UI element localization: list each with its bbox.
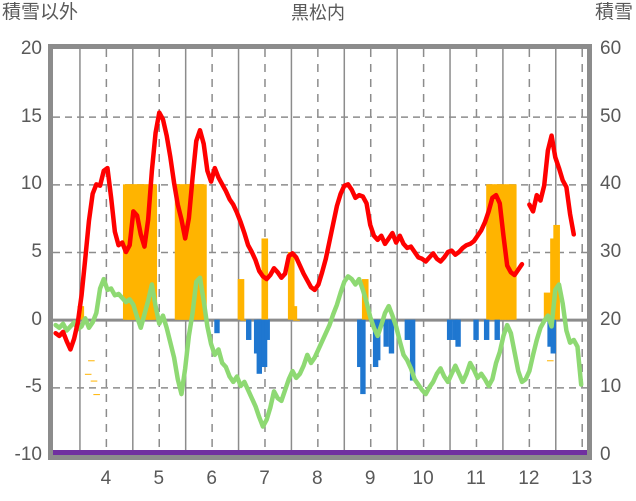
bottom-tick-4: 4 xyxy=(100,468,112,489)
right-tick-60: 60 xyxy=(600,38,622,59)
right-tick-0: 0 xyxy=(600,444,611,465)
plot-area xyxy=(48,44,592,460)
bottom-tick-10: 10 xyxy=(412,468,434,489)
bottom-tick-11: 11 xyxy=(466,468,486,489)
left-tick-15: 15 xyxy=(20,105,42,127)
bottom-tick-8: 8 xyxy=(312,468,323,489)
right-tick-40: 40 xyxy=(600,173,622,195)
right-tick-20: 20 xyxy=(600,308,622,330)
right-tick-50: 50 xyxy=(600,105,622,127)
right-unit-label: 積雪 xyxy=(594,2,633,23)
left-tick-10: 10 xyxy=(20,173,42,195)
left-unit-label: 積雪以外 xyxy=(2,2,79,23)
bottom-tick-9: 9 xyxy=(364,468,376,489)
plot-inner xyxy=(53,49,587,455)
page-title: 黒松内 xyxy=(291,3,345,23)
lines-layer xyxy=(53,110,587,455)
bottom-tick-7: 7 xyxy=(259,468,270,489)
bottom-tick-13: 13 xyxy=(571,468,593,489)
right-tick-30: 30 xyxy=(600,241,622,262)
left-tick--5: -5 xyxy=(25,376,42,398)
left-tick-5: 5 xyxy=(31,241,42,262)
left-tick--10: -10 xyxy=(14,444,42,465)
bottom-tick-5: 5 xyxy=(153,468,165,489)
bottom-tick-6: 6 xyxy=(206,468,217,489)
right-tick-10: 10 xyxy=(600,376,622,398)
left-tick-0: 0 xyxy=(31,308,42,330)
left-tick-20: 20 xyxy=(20,38,42,59)
bottom-tick-12: 12 xyxy=(518,468,540,489)
